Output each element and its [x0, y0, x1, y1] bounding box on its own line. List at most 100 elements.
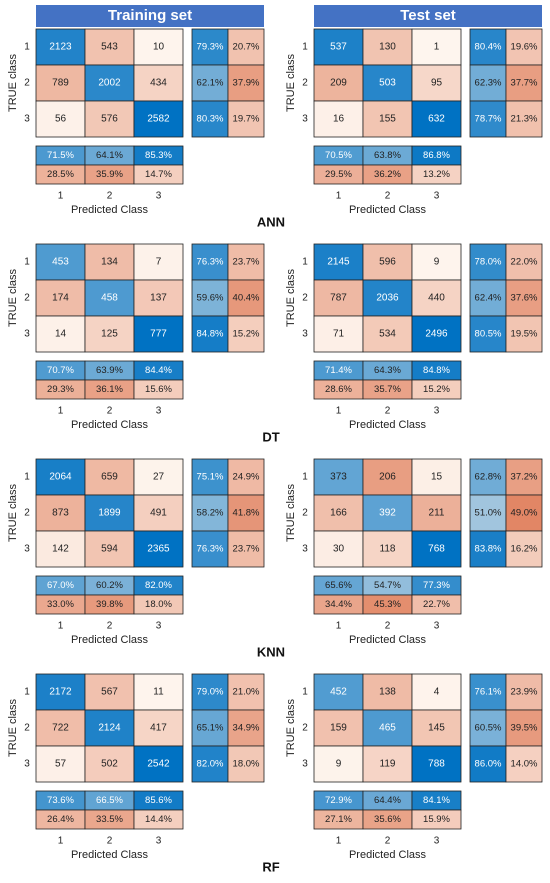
dt-train-cell — [84, 243, 135, 281]
dt-test-col-pct-label: 15.2% — [423, 384, 450, 395]
knn-test-col-tick: 3 — [434, 621, 440, 632]
ann-train-cell — [84, 64, 135, 102]
ann-test-cell-value: 16 — [333, 114, 345, 125]
knn-test-row-pct-cell — [505, 494, 543, 532]
dt-test-row-pct-label: 80.5% — [475, 329, 502, 340]
ann-test-row-pct-label: 21.3% — [511, 114, 538, 125]
ann-train-col-pct-cell — [133, 164, 184, 185]
rf-test-cell — [411, 673, 462, 711]
ann-test-col-pct-label: 70.5% — [325, 150, 352, 161]
ann-train-row-pct-label: 79.3% — [197, 42, 224, 53]
ann-test-cell-value: 503 — [379, 78, 396, 89]
dt-train-row-pct-cell — [227, 279, 265, 317]
ann-test-cell-value: 209 — [330, 78, 347, 89]
ann-test-cell-value: 1 — [434, 42, 440, 53]
knn-train-cell — [133, 458, 184, 496]
dt-train-cell-value: 174 — [52, 293, 69, 304]
dt-test-row-pct-label: 62.4% — [475, 293, 502, 304]
dt-train-cell-value: 7 — [156, 257, 162, 268]
knn-test-col-pct-label: 77.3% — [423, 580, 450, 591]
rf-train-cell-value: 502 — [101, 759, 118, 770]
model-label-knn: KNN — [257, 645, 285, 660]
knn-train-cell-value: 142 — [52, 544, 69, 555]
ann-train-row-pct-cell — [191, 64, 229, 102]
dt-train-col-pct-label: 70.7% — [47, 365, 74, 376]
ann-train-cell-value: 576 — [101, 114, 118, 125]
ann-test-cell — [362, 28, 413, 66]
knn-test-row-pct-label: 37.2% — [511, 472, 538, 483]
dt-test-row-pct-label: 37.6% — [511, 293, 538, 304]
knn-test-row-pct-cell — [505, 530, 543, 568]
knn-train-col-tick: 1 — [58, 621, 64, 632]
knn-train-cell — [84, 494, 135, 532]
knn-train-cell-value: 594 — [101, 544, 118, 555]
ann-test-row-pct-cell — [505, 100, 543, 138]
knn-train-col-pct-label: 60.2% — [96, 580, 123, 591]
dt-train-col-pct-label: 29.3% — [47, 384, 74, 395]
ann-train-row-pct-cell — [227, 28, 265, 66]
ann-train-row-pct-cell — [227, 100, 265, 138]
knn-test-cell — [362, 458, 413, 496]
rf-test-row-pct-cell — [505, 745, 543, 783]
knn-train-cell-value: 2365 — [147, 544, 170, 555]
ann-train-cell — [35, 100, 86, 138]
dt-test-cell-value: 2036 — [376, 293, 399, 304]
dt-train-col-pct-label: 15.6% — [145, 384, 172, 395]
knn-train-xlabel: Predicted Class — [71, 634, 149, 646]
knn-test-row-pct-label: 16.2% — [511, 544, 538, 555]
knn-train-cell-value: 2064 — [49, 472, 72, 483]
dt-test-cell-value: 71 — [333, 329, 345, 340]
knn-test-col-tick: 1 — [336, 621, 342, 632]
ann-test-col-pct-label: 36.2% — [374, 169, 401, 180]
ann-test-cell-value: 537 — [330, 42, 347, 53]
knn-test-col-pct-label: 65.6% — [325, 580, 352, 591]
dt-test-cell — [411, 315, 462, 353]
training-set-header: Training set — [36, 5, 264, 27]
knn-test-row-pct-cell — [469, 530, 507, 568]
knn-train-col-pct-label: 18.0% — [145, 599, 172, 610]
dt-train-col-pct-cell — [133, 379, 184, 400]
ann-test-row-pct-label: 80.4% — [475, 42, 502, 53]
dt-test-row-pct-cell — [469, 315, 507, 353]
dt-train-cell-value: 134 — [101, 257, 118, 268]
dt-test-xlabel: Predicted Class — [349, 419, 427, 431]
rf-train-col-tick: 1 — [58, 836, 64, 847]
dt-train-row-pct-cell — [191, 243, 229, 281]
knn-test-cell-value: 206 — [379, 472, 396, 483]
ann-test-col-pct-label: 86.8% — [423, 150, 450, 161]
ann-test-cell — [362, 64, 413, 102]
dt-test-col-tick: 3 — [434, 406, 440, 417]
ann-train-cell — [84, 100, 135, 138]
knn-train-row-tick: 3 — [24, 544, 30, 555]
rf-test-row-pct-label: 76.1% — [475, 687, 502, 698]
knn-test-col-pct-label: 54.7% — [374, 580, 401, 591]
dt-test-row-tick: 3 — [302, 329, 308, 340]
model-label-dt: DT — [262, 430, 279, 445]
knn-train-cell-value: 27 — [153, 472, 165, 483]
dt-train-cell — [84, 315, 135, 353]
knn-test-cell — [362, 494, 413, 532]
ann-test-row-tick: 2 — [302, 78, 308, 89]
knn-test-col-tick: 2 — [385, 621, 391, 632]
knn-test-cell — [362, 530, 413, 568]
ann-train-col-tick: 2 — [107, 191, 113, 202]
rf-test-col-pct-label: 35.6% — [374, 814, 401, 825]
rf-test-col-tick: 3 — [434, 836, 440, 847]
rf-test-cell — [411, 745, 462, 783]
knn-test-row-pct-cell — [469, 458, 507, 496]
rf-train-cell-value: 722 — [52, 723, 69, 734]
rf-test-ylabel: TRUE class — [285, 698, 297, 757]
ann-train-col-pct-label: 64.1% — [96, 150, 123, 161]
ann-test-col-tick: 1 — [336, 191, 342, 202]
test-set-header: Test set — [314, 5, 542, 27]
rf-train-col-pct-label: 73.6% — [47, 795, 74, 806]
rf-train-row-pct-cell — [191, 745, 229, 783]
dt-train-row-pct-cell — [227, 315, 265, 353]
rf-test-cell — [362, 745, 413, 783]
knn-train-row-pct-label: 58.2% — [197, 508, 224, 519]
rf-train-row-pct-label: 65.1% — [197, 723, 224, 734]
dt-test-col-pct-label: 71.4% — [325, 365, 352, 376]
dt-test-col-pct-label: 28.6% — [325, 384, 352, 395]
rf-train-row-pct-label: 18.0% — [233, 759, 260, 770]
dt-train-cell — [84, 279, 135, 317]
